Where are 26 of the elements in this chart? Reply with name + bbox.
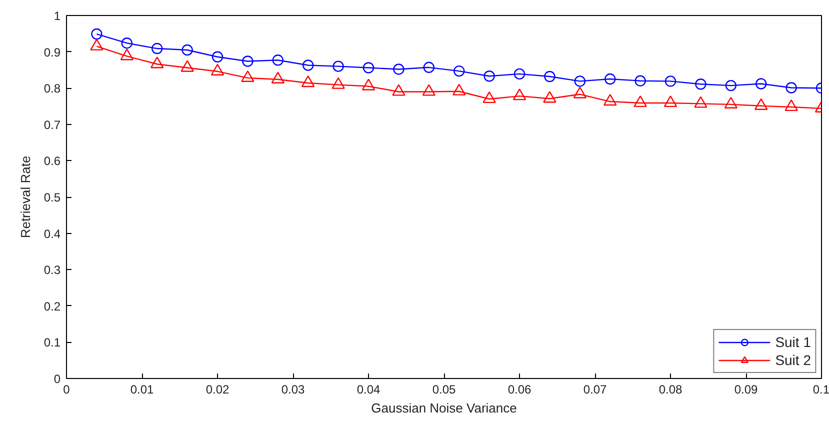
x-tick-label: 0.03 [281, 382, 306, 396]
y-tick-label: 0.6 [44, 154, 61, 168]
x-tick-label: 0.05 [432, 382, 456, 396]
x-axis-title: Gaussian Noise Variance [371, 400, 517, 416]
x-tick-label: 0 [63, 382, 70, 396]
y-tick-label: 1 [54, 9, 61, 23]
x-tick-label: 0.08 [658, 382, 683, 396]
y-tick-label: 0.2 [44, 299, 61, 314]
legend-label: Suit 1 [775, 334, 811, 350]
x-tick-label: 0.1 [812, 382, 829, 396]
y-tick-label: 0.4 [44, 226, 61, 241]
x-tick-label: 0.09 [734, 382, 758, 396]
x-tick-label: 0.07 [583, 382, 608, 396]
x-tick-label: 0.06 [508, 382, 532, 396]
y-tick-label: 0.8 [44, 82, 61, 96]
legend-label: Suit 2 [775, 352, 811, 368]
y-tick-label: 0 [54, 372, 61, 386]
y-tick-label: 0.5 [44, 190, 61, 204]
x-tick-label: 0.01 [130, 382, 154, 396]
x-tick-label: 0.02 [206, 382, 230, 396]
y-tick-label: 0.3 [44, 263, 61, 278]
y-tick-label: 0.9 [44, 45, 61, 60]
y-tick-label: 0.7 [44, 118, 61, 132]
y-tick-label: 0.1 [44, 336, 61, 350]
y-axis-title: Retrieval Rate [18, 156, 33, 238]
x-tick-label: 0.04 [356, 382, 381, 396]
